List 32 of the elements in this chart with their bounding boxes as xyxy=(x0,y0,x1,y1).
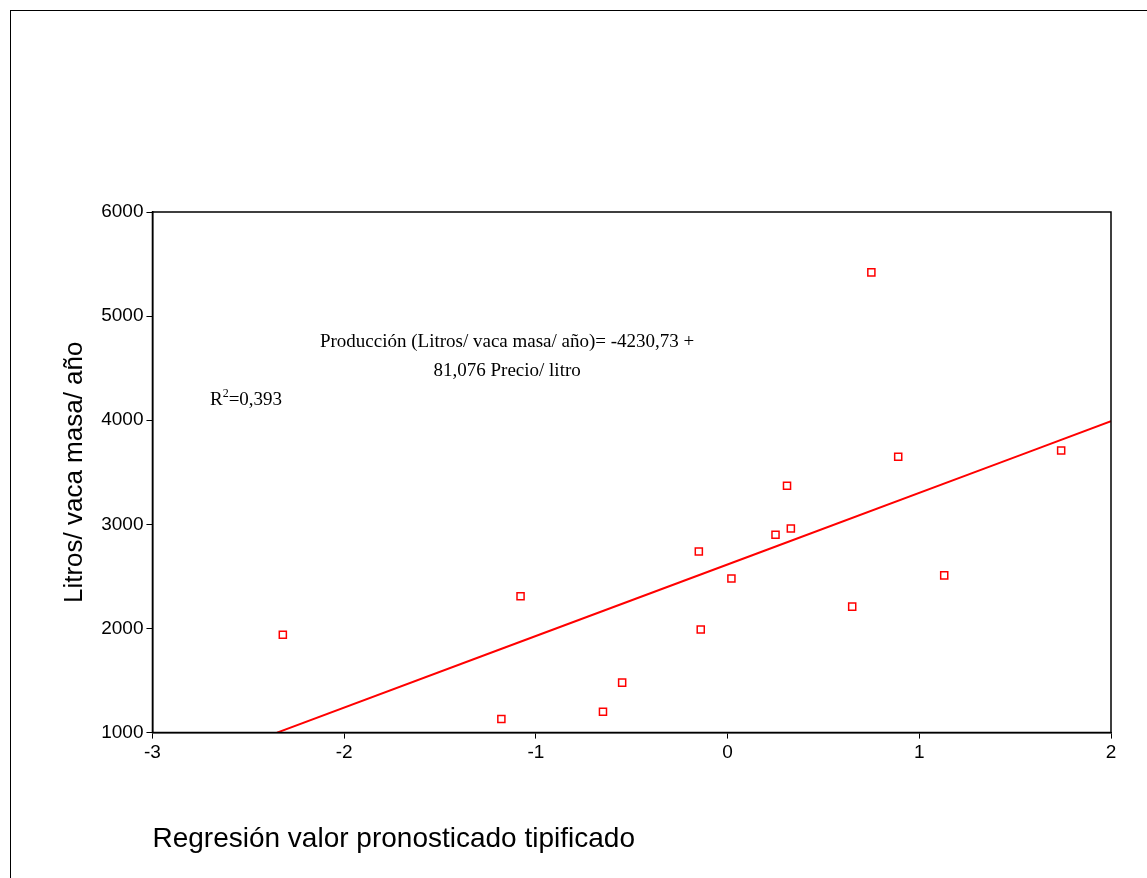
x-tick-label: 0 xyxy=(722,741,733,763)
point xyxy=(893,452,903,461)
x-tick-label: -2 xyxy=(335,741,353,763)
y-axis-title: Litros/ vaca masa/ año xyxy=(57,341,88,604)
point xyxy=(696,625,706,634)
point xyxy=(786,524,796,533)
point xyxy=(867,268,876,277)
annotation: Producción (Litros/ vaca masa/ año)= -4230,73 + xyxy=(319,330,695,353)
point xyxy=(782,481,792,491)
point xyxy=(847,602,857,611)
x-tick-label: -1 xyxy=(527,741,545,763)
point xyxy=(727,574,736,583)
x-tick-label: 2 xyxy=(1105,741,1117,763)
annotation: 81,076 Precio/ litro xyxy=(433,358,581,380)
x-axis-title: Regresión valor pronosticado tipificado xyxy=(152,821,635,853)
y-tick-label: 2000 xyxy=(101,616,144,638)
point xyxy=(694,547,704,556)
point xyxy=(771,530,780,540)
point xyxy=(1056,446,1066,455)
point xyxy=(497,714,506,724)
y-tick-label: 4000 xyxy=(101,408,144,430)
y-tick-label: 3000 xyxy=(101,512,144,534)
point xyxy=(598,707,608,717)
y-tick-label: 5000 xyxy=(101,304,144,326)
point xyxy=(516,591,525,601)
point xyxy=(278,630,288,640)
y-tick-label: 6000 xyxy=(101,200,144,222)
point xyxy=(939,571,949,580)
x-tick-label: -3 xyxy=(144,741,161,763)
y-tick-label: 1000 xyxy=(101,720,144,742)
x-tick-label: 1 xyxy=(914,741,925,763)
point xyxy=(617,678,627,687)
